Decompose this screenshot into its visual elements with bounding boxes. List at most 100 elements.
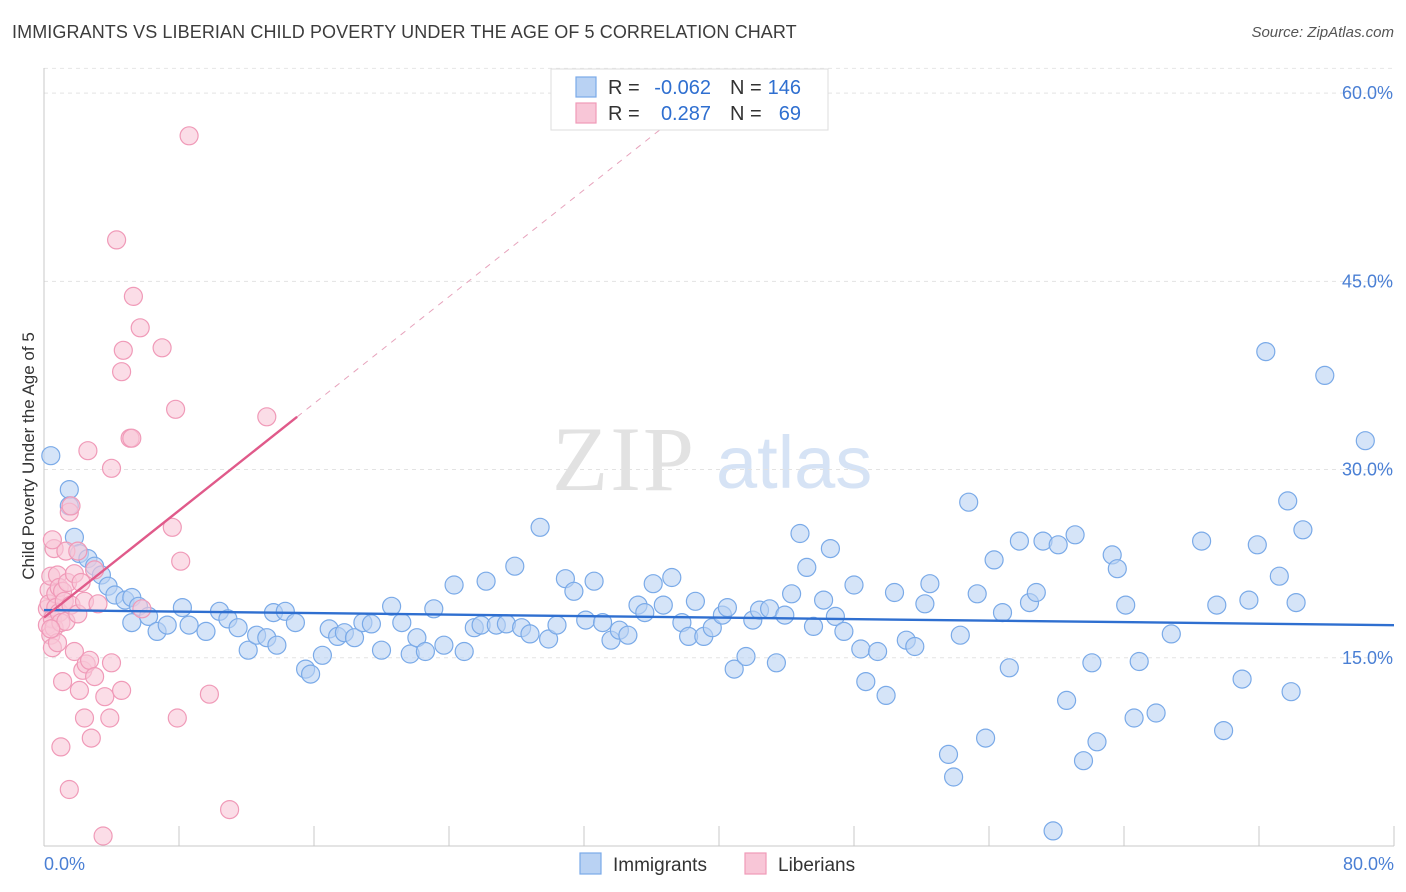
watermark-atlas: atlas [716, 421, 872, 504]
point-immigrants-22 [228, 618, 248, 638]
point-immigrants-17 [172, 597, 192, 618]
point-liberians-64 [199, 684, 219, 704]
point-immigrants-116 [1026, 582, 1046, 603]
point-immigrants-92 [820, 538, 841, 559]
point-liberians-55 [123, 286, 143, 306]
point-immigrants-26 [267, 635, 287, 655]
point-immigrants-70 [643, 574, 663, 594]
series-legend-label-immigrants: Immigrants [613, 855, 707, 876]
point-immigrants-79 [717, 597, 738, 618]
stats-legend-r-label-liberians: R = [608, 103, 640, 125]
point-liberians-30 [68, 541, 88, 561]
watermark-zip: ZIP [552, 408, 696, 510]
x-tick-label-left: 0.0% [44, 854, 85, 874]
point-liberians-68 [42, 530, 63, 550]
point-immigrants-112 [992, 602, 1013, 623]
trend-extension-liberians [296, 82, 720, 418]
point-immigrants-122 [1073, 751, 1094, 771]
point-liberians-60 [166, 399, 186, 419]
point-immigrants-137 [1247, 535, 1267, 555]
point-immigrants-32 [312, 645, 332, 665]
trend-line-immigrants [43, 608, 1395, 627]
point-immigrants-43 [407, 628, 427, 648]
point-immigrants-16 [157, 615, 177, 635]
point-immigrants-135 [1232, 669, 1252, 689]
point-immigrants-36 [344, 628, 365, 648]
point-immigrants-99 [876, 685, 896, 706]
point-immigrants-94 [834, 621, 854, 642]
point-liberians-48 [101, 458, 122, 478]
point-immigrants-46 [434, 635, 454, 655]
point-immigrants-72 [662, 567, 682, 588]
point-immigrants-38 [361, 614, 381, 634]
point-liberians-27 [61, 496, 81, 516]
point-immigrants-48 [454, 641, 474, 662]
point-liberians-58 [152, 338, 172, 358]
point-immigrants-80 [724, 659, 744, 679]
point-immigrants-123 [1082, 653, 1102, 673]
point-immigrants-41 [392, 612, 412, 633]
point-liberians-50 [111, 680, 132, 701]
point-immigrants-118 [1043, 821, 1063, 841]
point-liberians-29 [64, 641, 85, 662]
point-immigrants-108 [959, 492, 979, 512]
series-legend-swatch-immigrants [579, 852, 602, 875]
point-immigrants-113 [999, 658, 1019, 678]
series-points-liberians [37, 126, 277, 846]
stats-legend-box [550, 68, 829, 131]
point-immigrants-145 [1256, 342, 1276, 362]
stats-legend-n-label-liberians: N = [730, 103, 762, 125]
point-immigrants-132 [1191, 531, 1212, 551]
point-immigrants-61 [564, 581, 584, 601]
point-immigrants-98 [867, 641, 888, 662]
point-immigrants-120 [1056, 690, 1077, 711]
point-immigrants-85 [766, 653, 787, 673]
point-immigrants-110 [975, 728, 996, 748]
point-immigrants-130 [1146, 703, 1166, 723]
series-legend: Immigrants Liberians [579, 852, 855, 876]
point-immigrants-62 [576, 610, 596, 630]
point-immigrants-18 [179, 615, 199, 635]
point-immigrants-140 [1281, 682, 1301, 702]
series-legend-swatch-liberians [744, 852, 767, 875]
stats-legend-r-immigrants: -0.062 [654, 77, 711, 99]
point-liberians-46 [100, 708, 120, 728]
point-immigrants-105 [938, 744, 959, 765]
point-immigrants-144 [1355, 431, 1375, 451]
trend-line-liberians [43, 415, 298, 619]
point-liberians-32 [69, 680, 90, 701]
point-liberians-56 [132, 599, 152, 619]
point-immigrants-93 [825, 606, 846, 627]
point-immigrants-67 [618, 625, 638, 645]
stats-legend: R = -0.062 N = 146 R = 0.287 N = 69 [550, 68, 829, 131]
point-immigrants-138 [1269, 566, 1289, 586]
point-immigrants-111 [984, 550, 1004, 570]
point-liberians-43 [88, 594, 108, 614]
point-liberians-63 [179, 126, 199, 146]
point-immigrants-134 [1213, 720, 1234, 741]
point-immigrants-89 [797, 557, 817, 578]
point-liberians-38 [78, 441, 98, 461]
point-immigrants-91 [813, 590, 834, 610]
stats-legend-r-label-immigrants: R = [608, 77, 640, 99]
point-immigrants-40 [382, 596, 402, 616]
point-immigrants-75 [685, 591, 706, 611]
chart-source: Source: ZipAtlas.com [1251, 24, 1394, 41]
point-liberians-57 [130, 318, 150, 338]
point-liberians-61 [167, 708, 187, 728]
trend-lines [43, 82, 1395, 627]
point-immigrants-44 [415, 641, 435, 662]
point-immigrants-141 [1286, 592, 1306, 613]
point-immigrants-124 [1087, 732, 1107, 752]
point-liberians-51 [113, 340, 133, 360]
point-liberians-49 [106, 230, 127, 250]
point-liberians-18 [52, 671, 73, 692]
point-immigrants-56 [520, 624, 540, 644]
point-immigrants-114 [1009, 531, 1030, 551]
point-immigrants-58 [538, 629, 559, 649]
y-tick-label-1: 30.0% [1342, 460, 1393, 480]
point-liberians-52 [111, 362, 132, 382]
point-immigrants-129 [1129, 651, 1149, 672]
point-liberians-47 [101, 653, 122, 673]
y-tick-label-0: 15.0% [1342, 648, 1393, 668]
